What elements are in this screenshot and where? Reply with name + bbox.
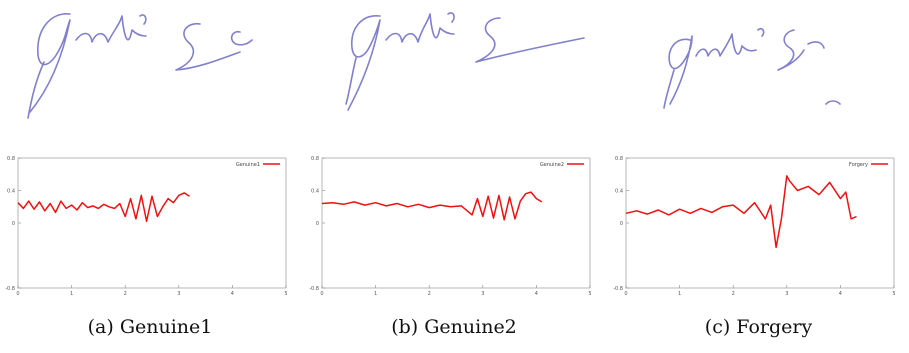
- plot-frame: [17, 157, 287, 289]
- x-tick-label: 3: [177, 291, 180, 297]
- caption-forgery: (c) Forgery: [704, 316, 813, 338]
- series-line-forgery: [625, 175, 857, 249]
- legend-label: Forgery: [849, 162, 868, 168]
- x-tick-label: 0: [624, 291, 627, 297]
- y-tick-label: -0.8: [5, 286, 15, 292]
- x-tick-label: 3: [481, 291, 484, 297]
- series-line-genuine2: [321, 191, 543, 221]
- panel-genuine2: 0.8 0.4 0 -0.8 0 1 2 3 4 5 Genuine2 (b) Genuine2: [304, 0, 604, 353]
- y-tick-label: 0.4: [7, 188, 15, 194]
- signature-image-forgery: [663, 27, 841, 109]
- x-tick-label: 4: [535, 291, 538, 297]
- x-tick-label: 3: [785, 291, 788, 297]
- panel-genuine1: 0.8 0.4 0 -0.8 0 1 2 3 4 5 Genuine1 (a) Genuine1: [0, 0, 300, 353]
- y-tick-label: -0.8: [613, 286, 623, 292]
- signature-image-genuine1: [27, 13, 253, 119]
- x-tick-label: 2: [428, 291, 431, 297]
- x-tick-label: 4: [839, 291, 842, 297]
- x-tick-label: 0: [320, 291, 323, 297]
- y-tick-label: 0: [316, 221, 319, 227]
- x-tick-label: 1: [70, 291, 73, 297]
- y-tick-label: 0.4: [615, 188, 623, 194]
- x-tick-label: 5: [284, 291, 287, 297]
- y-tick-label: 0.8: [7, 156, 15, 162]
- y-tick-label: 0.8: [615, 156, 623, 162]
- caption-genuine2: (b) Genuine2: [391, 316, 517, 338]
- series-line-genuine1: [17, 192, 190, 223]
- y-tick-label: 0: [620, 221, 623, 227]
- plot-frame: [321, 157, 591, 289]
- x-tick-label: 5: [892, 291, 895, 297]
- x-tick-label: 2: [732, 291, 735, 297]
- y-tick-label: 0.8: [311, 156, 319, 162]
- x-tick-label: 4: [231, 291, 234, 297]
- signature-image-genuine2: [345, 12, 585, 111]
- x-tick-label: 0: [16, 291, 19, 297]
- x-tick-label: 2: [124, 291, 127, 297]
- x-tick-label: 1: [678, 291, 681, 297]
- y-tick-label: -0.8: [309, 286, 319, 292]
- caption-genuine1: (a) Genuine1: [87, 316, 213, 338]
- legend-label: Genuine2: [540, 162, 564, 168]
- x-tick-label: 1: [374, 291, 377, 297]
- x-tick-label: 5: [588, 291, 591, 297]
- legend-label: Genuine1: [236, 162, 260, 168]
- y-tick-label: 0: [12, 221, 15, 227]
- panel-forgery: 0.8 0.4 0 -0.8 0 1 2 3 4 5 Forgery (c) Forgery: [608, 0, 909, 353]
- y-tick-label: 0.4: [311, 188, 319, 194]
- plot-frame: [625, 157, 895, 289]
